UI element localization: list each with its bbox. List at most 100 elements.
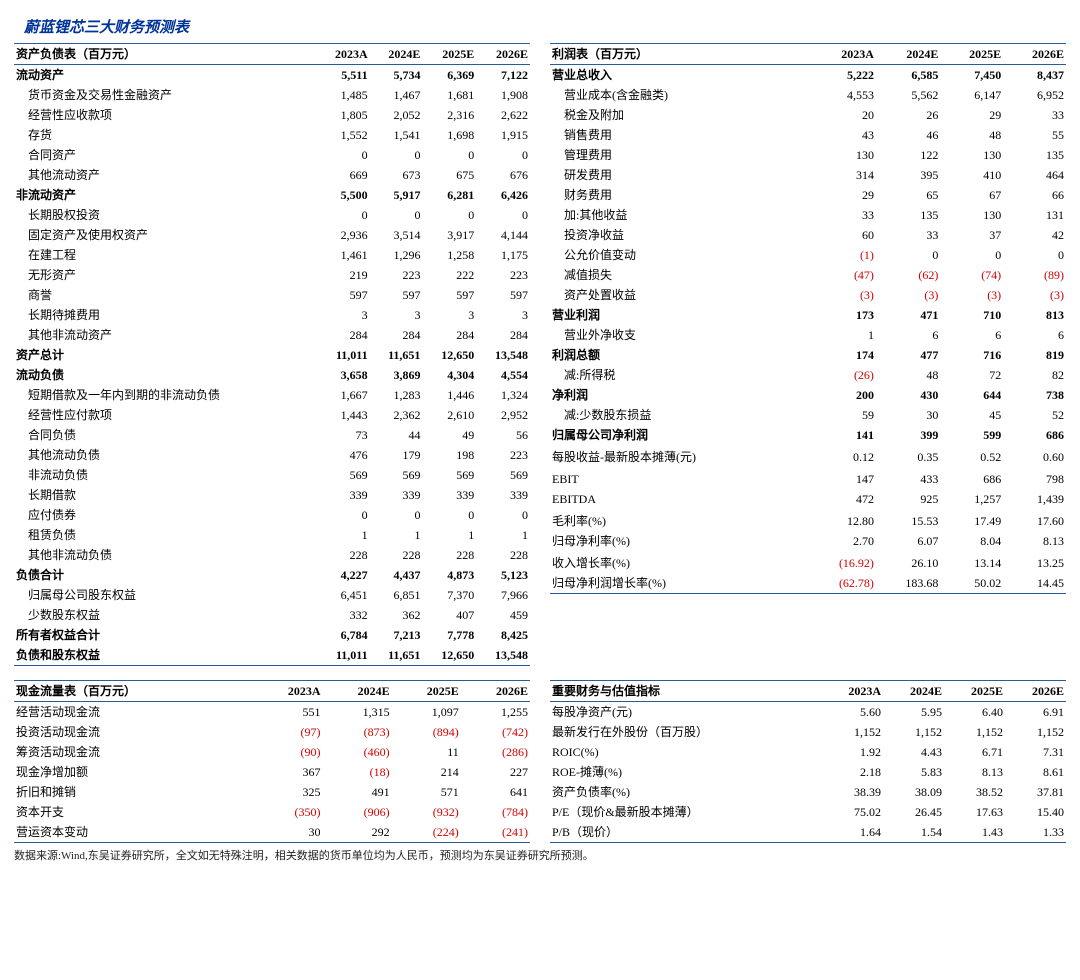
row-value: 3 [370, 305, 423, 325]
row-value: 11,651 [370, 345, 423, 365]
row-label: 折旧和摊销 [14, 782, 252, 802]
table-row: 流动资产5,5115,7346,3697,122 [14, 65, 530, 86]
row-value: 4,227 [316, 565, 369, 585]
row-value: 2,316 [422, 105, 476, 125]
row-value: 173 [808, 305, 876, 325]
table-row: 最新发行在外股份（百万股）1,1521,1521,1521,152 [550, 722, 1066, 742]
table-row: 归母净利率(%)2.706.078.048.13 [550, 531, 1066, 551]
valuation-table: 重要财务与估值指标2023A2024E2025E2026E 每股净资产(元)5.… [550, 680, 1066, 843]
row-value: (16.92) [808, 553, 876, 573]
row-value: 1,324 [476, 385, 530, 405]
table-header-period: 2026E [1005, 681, 1066, 702]
table-row: 投资活动现金流(97)(873)(894)(742) [14, 722, 530, 742]
row-value: 1,443 [316, 405, 369, 425]
row-value: 11,011 [316, 645, 369, 666]
row-value: (742) [461, 722, 530, 742]
row-value: 6,369 [422, 65, 476, 86]
row-value: 12.80 [808, 511, 876, 531]
row-value: 11 [392, 742, 461, 762]
row-value: 7,370 [422, 585, 476, 605]
table-row: 减:所得税(26)487282 [550, 365, 1066, 385]
table-row: 资产负债率(%)38.3938.0938.5237.81 [550, 782, 1066, 802]
row-value: 141 [808, 425, 876, 445]
row-value: 6,451 [316, 585, 369, 605]
row-label: 资产处置收益 [550, 285, 808, 305]
row-value: 135 [876, 205, 940, 225]
row-value: 5.95 [883, 702, 944, 723]
row-value: 2,052 [370, 105, 423, 125]
row-value: 0.60 [1003, 447, 1066, 467]
row-label: 营业外净收支 [550, 325, 808, 345]
table-row: 无形资产219223222223 [14, 265, 530, 285]
row-value: 6.40 [944, 702, 1005, 723]
table-header-label: 利润表（百万元） [550, 44, 808, 65]
row-value: 179 [370, 445, 423, 465]
table-row: 加:其他收益33135130131 [550, 205, 1066, 225]
row-value: (286) [461, 742, 530, 762]
row-value: 130 [808, 145, 876, 165]
row-value: 82 [1003, 365, 1066, 385]
row-label: 非流动负债 [14, 465, 316, 485]
row-value: (90) [252, 742, 322, 762]
row-value: 228 [370, 545, 423, 565]
row-value: 122 [876, 145, 940, 165]
row-value: 738 [1003, 385, 1066, 405]
row-value: 147 [808, 469, 876, 489]
table-row: P/B（现价）1.641.541.431.33 [550, 822, 1066, 843]
row-value: 8.61 [1005, 762, 1066, 782]
row-value: 477 [876, 345, 940, 365]
row-label: 公允价值变动 [550, 245, 808, 265]
row-label: 资本开支 [14, 802, 252, 822]
row-value: 11,011 [316, 345, 369, 365]
table-row: 每股收益-最新股本摊薄(元)0.120.350.520.60 [550, 447, 1066, 467]
table-header-period: 2023A [808, 44, 876, 65]
row-value: 60 [808, 225, 876, 245]
row-value: 6,281 [422, 185, 476, 205]
row-value: (89) [1003, 265, 1066, 285]
row-value: 29 [808, 185, 876, 205]
table-header-period: 2026E [461, 681, 530, 702]
table-row: 营运资本变动30292(224)(241) [14, 822, 530, 843]
table-row: 非流动负债569569569569 [14, 465, 530, 485]
row-value: 43 [808, 125, 876, 145]
row-value: 0 [370, 205, 423, 225]
table-row: 长期待摊费用3333 [14, 305, 530, 325]
row-value: 52 [1003, 405, 1066, 425]
row-value: 819 [1003, 345, 1066, 365]
row-value: 37 [940, 225, 1003, 245]
row-value: 66 [1003, 185, 1066, 205]
row-value: 464 [1003, 165, 1066, 185]
row-value: 7,213 [370, 625, 423, 645]
row-value: 459 [476, 605, 530, 625]
row-value: 8,437 [1003, 65, 1066, 86]
row-value: 1,258 [422, 245, 476, 265]
table-row: 净利润200430644738 [550, 385, 1066, 405]
row-value: (3) [940, 285, 1003, 305]
table-header-period: 2026E [1003, 44, 1066, 65]
row-value: 33 [808, 205, 876, 225]
table-row: 固定资产及使用权资产2,9363,5143,9174,144 [14, 225, 530, 245]
row-value: 1,467 [370, 85, 423, 105]
row-value: 569 [370, 465, 423, 485]
row-label: ROE-摊薄(%) [550, 762, 821, 782]
row-value: 13,548 [476, 345, 530, 365]
row-value: 5.83 [883, 762, 944, 782]
table-row: 归属母公司净利润141399599686 [550, 425, 1066, 445]
row-value: 198 [422, 445, 476, 465]
row-value: 686 [940, 469, 1003, 489]
row-value: (224) [392, 822, 461, 843]
table-row: 长期借款339339339339 [14, 485, 530, 505]
row-value: 597 [422, 285, 476, 305]
row-value: 3,917 [422, 225, 476, 245]
row-value: 1,908 [476, 85, 530, 105]
row-value: 30 [252, 822, 322, 843]
row-label: P/B（现价） [550, 822, 821, 843]
row-value: 1,152 [1005, 722, 1066, 742]
table-row: 在建工程1,4611,2961,2581,175 [14, 245, 530, 265]
row-value: (932) [392, 802, 461, 822]
row-label: 货币资金及交易性金融资产 [14, 85, 316, 105]
table-header-period: 2025E [944, 681, 1005, 702]
row-value: 17.63 [944, 802, 1005, 822]
table-row: 资本开支(350)(906)(932)(784) [14, 802, 530, 822]
row-label: 减:所得税 [550, 365, 808, 385]
